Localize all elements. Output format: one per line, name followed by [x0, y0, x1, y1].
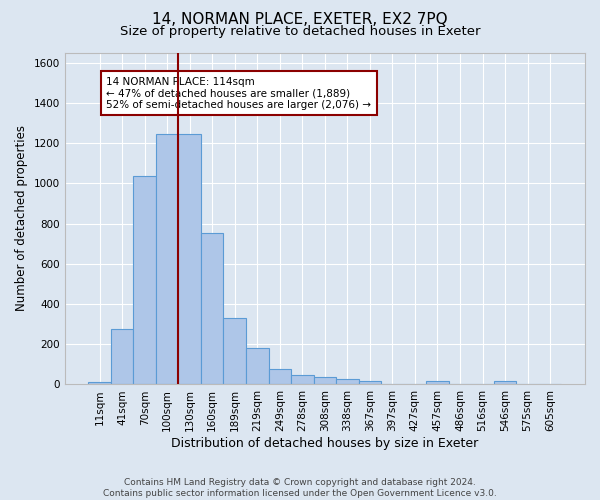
Text: Size of property relative to detached houses in Exeter: Size of property relative to detached ho… — [120, 25, 480, 38]
Bar — [269, 370, 291, 384]
Bar — [223, 318, 246, 384]
Bar — [359, 382, 381, 384]
Bar — [88, 382, 111, 384]
Bar — [336, 380, 359, 384]
Y-axis label: Number of detached properties: Number of detached properties — [15, 126, 28, 312]
X-axis label: Distribution of detached houses by size in Exeter: Distribution of detached houses by size … — [171, 437, 478, 450]
Bar — [178, 134, 201, 384]
Text: 14 NORMAN PLACE: 114sqm
← 47% of detached houses are smaller (1,889)
52% of semi: 14 NORMAN PLACE: 114sqm ← 47% of detache… — [106, 76, 371, 110]
Bar — [426, 382, 449, 384]
Bar — [314, 378, 336, 384]
Bar — [291, 376, 314, 384]
Bar — [494, 382, 516, 384]
Bar — [133, 176, 156, 384]
Text: 14, NORMAN PLACE, EXETER, EX2 7PQ: 14, NORMAN PLACE, EXETER, EX2 7PQ — [152, 12, 448, 28]
Bar — [111, 329, 133, 384]
Bar — [156, 134, 178, 384]
Bar — [246, 348, 269, 385]
Bar — [201, 232, 223, 384]
Text: Contains HM Land Registry data © Crown copyright and database right 2024.
Contai: Contains HM Land Registry data © Crown c… — [103, 478, 497, 498]
